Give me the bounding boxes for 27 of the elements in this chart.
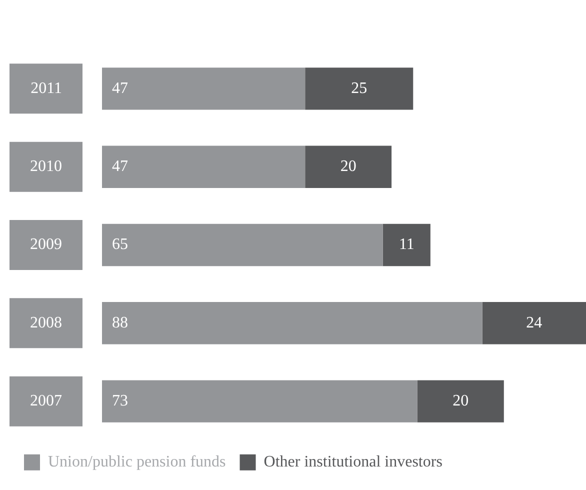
legend-label: Union/public pension funds: [48, 454, 226, 471]
y-tick-label: 2010: [30, 158, 62, 176]
data-label: 24: [526, 314, 542, 332]
y-tick-label: 2009: [30, 236, 62, 254]
bar: [417, 380, 504, 422]
bar: [305, 68, 414, 110]
y-tick-label: 2007: [30, 392, 62, 410]
data-label: 88: [112, 314, 128, 332]
bar: [382, 224, 430, 266]
data-label: 47: [112, 80, 128, 97]
bar: [482, 302, 586, 344]
bar: [102, 68, 306, 110]
bar: [102, 224, 383, 266]
y-tick-label: 2008: [30, 314, 62, 332]
bar: [102, 146, 306, 188]
bar: [102, 380, 418, 422]
data-label: 11: [398, 236, 414, 254]
data-label: 65: [112, 236, 128, 254]
y-tick-label: 2011: [30, 80, 62, 97]
data-label: 25: [351, 80, 368, 97]
bar: [102, 302, 482, 344]
data-label: 47: [112, 158, 128, 176]
data-label: 20: [452, 392, 469, 410]
bar: [305, 146, 392, 188]
data-label: 73: [112, 392, 128, 410]
data-label: 20: [340, 158, 356, 176]
legend-label: Other institutional investors: [264, 454, 442, 471]
